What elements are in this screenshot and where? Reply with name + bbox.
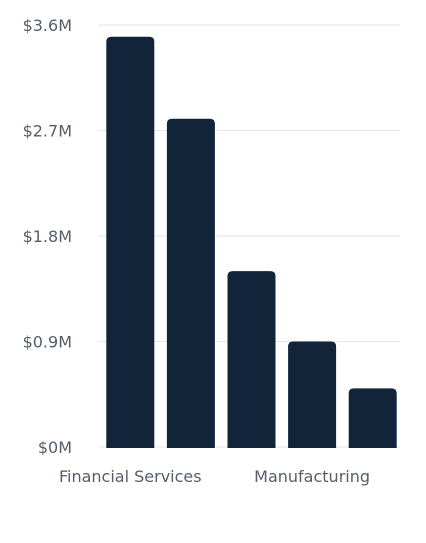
bar[interactable]	[166, 118, 215, 449]
x-tick-label: Manufacturing	[254, 467, 370, 486]
y-tick-label: $1.8M	[23, 227, 72, 246]
y-tick-label: $0.9M	[23, 333, 72, 352]
x-tick-label: Financial Services	[59, 467, 202, 486]
y-tick-label: $3.6M	[23, 16, 72, 35]
bar[interactable]	[227, 271, 276, 448]
y-axis: $0M $0.9M $1.8M $2.7M $3.6M	[23, 16, 72, 457]
bar[interactable]	[106, 36, 155, 448]
y-tick-label: $0M	[38, 438, 72, 457]
y-tick-label: $2.7M	[23, 122, 72, 141]
bar[interactable]	[348, 388, 397, 448]
x-axis: Financial Services Manufacturing	[59, 467, 370, 486]
bar[interactable]	[288, 341, 337, 449]
bars	[106, 36, 397, 449]
